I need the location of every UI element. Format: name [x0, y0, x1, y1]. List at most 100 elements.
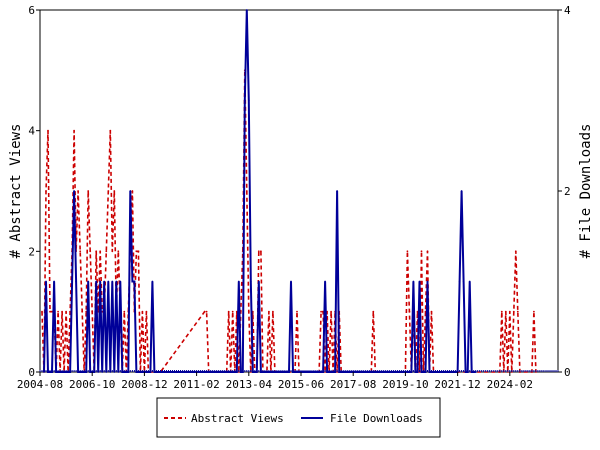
x-tick-label: 2004-08 [17, 378, 63, 391]
data-point-abstract-views [408, 310, 411, 313]
data-point-abstract-views [296, 310, 298, 313]
data-point-abstract-views [49, 310, 51, 313]
data-point-abstract-views [205, 310, 208, 313]
data-point-file-downloads [53, 280, 55, 283]
data-point-file-downloads [237, 280, 240, 283]
y-axis-left: 0 2 4 6 [28, 4, 40, 379]
data-point-abstract-views [73, 129, 75, 132]
y-left-tick-label: 2 [28, 245, 35, 258]
data-point-abstract-views [514, 250, 517, 253]
x-tick-label: 2015-06 [278, 378, 324, 391]
data-point-file-downloads [257, 280, 260, 283]
data-point-file-downloads [426, 280, 429, 283]
plot-area [39, 9, 559, 373]
data-point-abstract-views [245, 190, 248, 192]
data-point-file-downloads [418, 280, 421, 283]
data-point-abstract-views [508, 310, 511, 313]
data-point-file-downloads [412, 280, 415, 283]
data-point-abstract-views [260, 250, 262, 253]
data-point-abstract-views [420, 250, 423, 253]
data-point-file-downloads [243, 99, 246, 102]
y-right-tick-label: 4 [564, 4, 571, 17]
data-point-abstract-views [99, 250, 102, 253]
data-point-file-downloads [249, 280, 252, 283]
data-point-file-downloads [103, 280, 106, 283]
data-point-file-downloads [458, 280, 461, 283]
data-point-abstract-views [516, 310, 519, 313]
y-right-tick-label: 0 [564, 366, 571, 379]
data-point-abstract-views [111, 250, 114, 253]
y-left-tick-label: 4 [28, 125, 35, 138]
data-point-abstract-views [141, 310, 144, 313]
x-tick-label: 2017-08 [330, 378, 376, 391]
data-point-abstract-views [91, 310, 94, 313]
data-point-abstract-views [135, 250, 138, 253]
data-point-abstract-views [203, 310, 206, 313]
data-point-abstract-views [137, 250, 140, 253]
data-point-abstract-views [61, 310, 63, 313]
data-point-abstract-views [107, 190, 110, 192]
data-point-abstract-views [272, 310, 274, 313]
data-point-abstract-views [247, 310, 250, 313]
series-line-abstract-views [41, 70, 537, 373]
data-point-abstract-views [533, 310, 535, 313]
data-point-file-downloads [99, 280, 102, 283]
data-point-file-downloads [468, 280, 471, 283]
data-point-abstract-views [87, 190, 90, 192]
x-tick-label: 2013-04 [226, 378, 273, 391]
data-point-abstract-views [512, 310, 515, 313]
data-point-abstract-views [89, 250, 92, 253]
data-point-abstract-views [406, 250, 409, 253]
data-point-abstract-views [79, 250, 82, 253]
data-point-abstract-views [95, 250, 98, 253]
data-point-abstract-views [81, 310, 84, 313]
x-tick-label: 2008-12 [121, 378, 167, 391]
data-point-file-downloads [95, 280, 98, 283]
y-right-tick-label: 2 [564, 185, 571, 198]
series-layer [39, 9, 559, 373]
data-point-abstract-views [227, 310, 230, 313]
y-axis-left-title: # Abstract Views [8, 124, 24, 259]
data-point-abstract-views [113, 190, 116, 192]
x-axis: 2004-08 2006-10 2008-12 2011-02 2013-04 2015-… [17, 372, 533, 391]
data-point-abstract-views [41, 310, 43, 313]
x-tick-label: 2021-12 [434, 378, 480, 391]
data-point-abstract-views [500, 310, 503, 313]
y-left-tick-label: 0 [28, 366, 35, 379]
y-axis-right-title: # File Downloads [578, 124, 594, 259]
data-point-file-downloads [247, 99, 250, 102]
legend: Abstract Views File Downloads [156, 397, 441, 438]
data-point-abstract-views [257, 250, 260, 253]
legend-box [156, 397, 441, 438]
data-point-abstract-views [131, 190, 134, 192]
data-point-abstract-views [268, 310, 270, 313]
data-point-file-downloads [460, 190, 463, 192]
data-point-abstract-views [47, 129, 49, 132]
data-point-file-downloads [151, 280, 154, 283]
data-point-file-downloads [73, 190, 75, 192]
data-point-abstract-views [320, 310, 322, 313]
data-point-abstract-views [145, 310, 148, 313]
data-point-abstract-views [123, 310, 126, 313]
x-tick-label: 2024-02 [487, 378, 533, 391]
data-point-file-downloads [71, 280, 73, 283]
legend-label-abstract-views: Abstract Views [191, 412, 284, 425]
data-point-abstract-views [109, 129, 112, 132]
data-point-abstract-views [430, 310, 433, 313]
y-left-tick-label: 6 [28, 4, 35, 17]
legend-label-file-downloads: File Downloads [330, 412, 423, 425]
data-point-file-downloads [111, 280, 114, 283]
data-point-abstract-views [45, 190, 47, 192]
data-point-file-downloads [133, 280, 136, 283]
y-axis-right: 0 2 4 [558, 4, 571, 379]
data-point-abstract-views [504, 310, 507, 313]
data-point-abstract-views [65, 310, 67, 313]
data-point-file-downloads [107, 280, 110, 283]
data-point-abstract-views [105, 250, 108, 253]
data-point-file-downloads [462, 280, 465, 283]
data-point-file-downloads [290, 280, 292, 283]
x-tick-label: 2006-10 [69, 378, 115, 391]
data-point-abstract-views [77, 190, 79, 192]
data-point-file-downloads [131, 280, 134, 283]
